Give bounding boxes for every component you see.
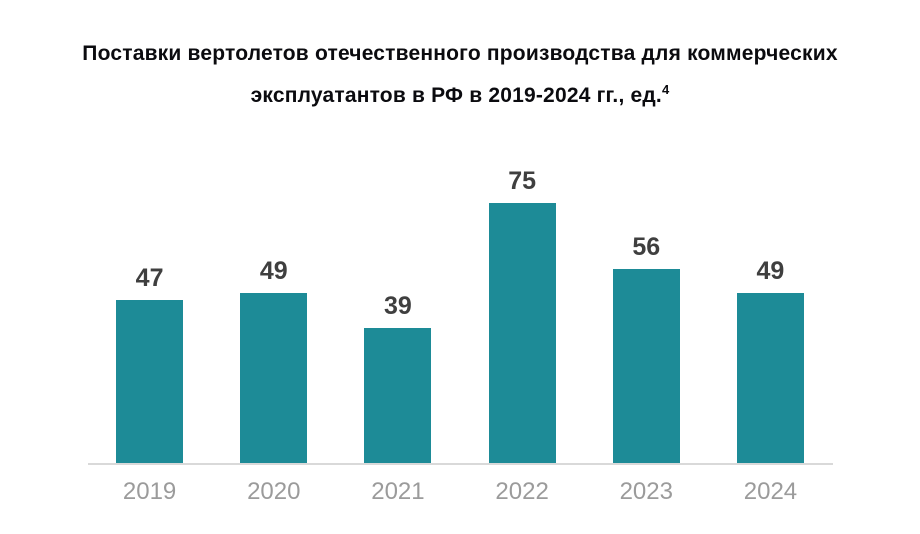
bar-group-2024: 49 [708, 257, 832, 463]
bar-value-label: 75 [508, 167, 536, 195]
x-tick-label-2024: 2024 [743, 478, 798, 505]
plot-area: 47 49 39 75 56 49 [87, 165, 833, 465]
bar-2020 [240, 293, 308, 463]
x-axis-labels: 2019 2020 2021 2022 2023 2024 [88, 465, 833, 506]
bar-2024 [736, 293, 804, 463]
bar-group-2023: 56 [584, 233, 708, 463]
x-tick-label-2019: 2019 [122, 478, 177, 505]
bar-group-2022: 75 [460, 167, 584, 463]
bar-group-2019: 47 [88, 264, 212, 463]
chart-title-line1: Поставки вертолетов отечественного произ… [82, 42, 838, 65]
bar-2023 [612, 269, 680, 463]
bar-group-2021: 39 [336, 292, 460, 463]
chart-title-line2: эксплуатантов в РФ в 2019-2024 гг., ед. [250, 84, 662, 107]
x-tick-label-2021: 2021 [371, 478, 425, 505]
x-tick-label-2023: 2023 [619, 478, 673, 505]
footnote-marker: 4 [661, 82, 670, 97]
bar-value-label: 49 [259, 257, 288, 285]
bar-2022 [488, 203, 556, 463]
bar-2021 [364, 328, 432, 463]
bar-value-label: 47 [135, 264, 164, 292]
bar-group-2020: 49 [212, 257, 336, 463]
chart-page: Поставки вертолетов отечественного произ… [0, 33, 920, 534]
chart-title: Поставки вертолетов отечественного произ… [0, 33, 920, 117]
bar-value-label: 49 [756, 257, 785, 285]
bar-chart: 47 49 39 75 56 49 2019 2020 2021 2022 20… [87, 165, 833, 506]
x-tick-label-2020: 2020 [247, 478, 301, 505]
bar-value-label: 39 [384, 292, 412, 320]
bar-value-label: 56 [632, 233, 661, 261]
bar-2019 [116, 300, 184, 463]
x-tick-label-2022: 2022 [495, 478, 549, 505]
